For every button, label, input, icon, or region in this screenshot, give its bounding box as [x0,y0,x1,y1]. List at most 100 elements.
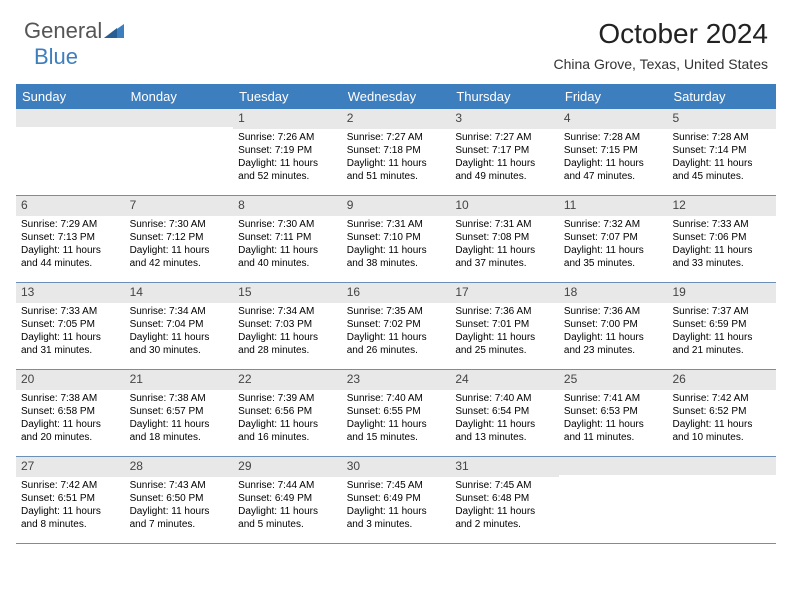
weekday-header-cell: Tuesday [233,84,342,109]
logo: General [24,18,124,44]
day-content: Sunrise: 7:37 AMSunset: 6:59 PMDaylight:… [667,303,776,361]
day-cell: 25Sunrise: 7:41 AMSunset: 6:53 PMDayligh… [559,370,668,456]
day-content: Sunrise: 7:42 AMSunset: 6:52 PMDaylight:… [667,390,776,448]
day-content: Sunrise: 7:30 AMSunset: 7:11 PMDaylight:… [233,216,342,274]
day-cell: 27Sunrise: 7:42 AMSunset: 6:51 PMDayligh… [16,457,125,543]
day-number: 5 [667,109,776,129]
day-number: 4 [559,109,668,129]
day-cell: 13Sunrise: 7:33 AMSunset: 7:05 PMDayligh… [16,283,125,369]
day-content: Sunrise: 7:45 AMSunset: 6:49 PMDaylight:… [342,477,451,535]
title-block: October 2024 China Grove, Texas, United … [553,18,768,72]
day-content: Sunrise: 7:40 AMSunset: 6:54 PMDaylight:… [450,390,559,448]
week-row: 27Sunrise: 7:42 AMSunset: 6:51 PMDayligh… [16,457,776,544]
day-cell [16,109,125,195]
calendar-grid: SundayMondayTuesdayWednesdayThursdayFrid… [16,84,776,544]
weekday-header-cell: Wednesday [342,84,451,109]
day-cell: 15Sunrise: 7:34 AMSunset: 7:03 PMDayligh… [233,283,342,369]
day-cell: 17Sunrise: 7:36 AMSunset: 7:01 PMDayligh… [450,283,559,369]
day-content: Sunrise: 7:39 AMSunset: 6:56 PMDaylight:… [233,390,342,448]
weekday-header-cell: Saturday [667,84,776,109]
day-content: Sunrise: 7:27 AMSunset: 7:17 PMDaylight:… [450,129,559,187]
day-cell: 6Sunrise: 7:29 AMSunset: 7:13 PMDaylight… [16,196,125,282]
day-cell: 14Sunrise: 7:34 AMSunset: 7:04 PMDayligh… [125,283,234,369]
header: General October 2024 China Grove, Texas,… [0,0,792,76]
day-cell: 20Sunrise: 7:38 AMSunset: 6:58 PMDayligh… [16,370,125,456]
day-number: 31 [450,457,559,477]
day-cell: 18Sunrise: 7:36 AMSunset: 7:00 PMDayligh… [559,283,668,369]
day-number: 17 [450,283,559,303]
day-number: 23 [342,370,451,390]
day-content: Sunrise: 7:41 AMSunset: 6:53 PMDaylight:… [559,390,668,448]
day-content: Sunrise: 7:38 AMSunset: 6:58 PMDaylight:… [16,390,125,448]
day-cell [125,109,234,195]
day-number: 6 [16,196,125,216]
day-number: 12 [667,196,776,216]
day-content [16,127,125,133]
day-cell: 21Sunrise: 7:38 AMSunset: 6:57 PMDayligh… [125,370,234,456]
logo-text-blue: Blue [34,44,78,70]
day-content [125,127,234,133]
day-cell: 8Sunrise: 7:30 AMSunset: 7:11 PMDaylight… [233,196,342,282]
day-content: Sunrise: 7:40 AMSunset: 6:55 PMDaylight:… [342,390,451,448]
day-number: 13 [16,283,125,303]
day-content: Sunrise: 7:38 AMSunset: 6:57 PMDaylight:… [125,390,234,448]
day-number: 22 [233,370,342,390]
day-number: 20 [16,370,125,390]
day-number: 14 [125,283,234,303]
day-number: 27 [16,457,125,477]
day-cell: 29Sunrise: 7:44 AMSunset: 6:49 PMDayligh… [233,457,342,543]
day-content [559,475,668,481]
day-content: Sunrise: 7:26 AMSunset: 7:19 PMDaylight:… [233,129,342,187]
day-number [667,457,776,475]
logo-triangle-icon [104,18,124,44]
day-cell: 23Sunrise: 7:40 AMSunset: 6:55 PMDayligh… [342,370,451,456]
day-content: Sunrise: 7:33 AMSunset: 7:05 PMDaylight:… [16,303,125,361]
day-content: Sunrise: 7:31 AMSunset: 7:10 PMDaylight:… [342,216,451,274]
day-cell: 5Sunrise: 7:28 AMSunset: 7:14 PMDaylight… [667,109,776,195]
day-number: 28 [125,457,234,477]
day-content: Sunrise: 7:35 AMSunset: 7:02 PMDaylight:… [342,303,451,361]
day-cell: 28Sunrise: 7:43 AMSunset: 6:50 PMDayligh… [125,457,234,543]
day-cell: 16Sunrise: 7:35 AMSunset: 7:02 PMDayligh… [342,283,451,369]
day-number: 29 [233,457,342,477]
day-number [125,109,234,127]
day-number: 2 [342,109,451,129]
day-cell: 4Sunrise: 7:28 AMSunset: 7:15 PMDaylight… [559,109,668,195]
day-content: Sunrise: 7:43 AMSunset: 6:50 PMDaylight:… [125,477,234,535]
day-cell: 7Sunrise: 7:30 AMSunset: 7:12 PMDaylight… [125,196,234,282]
day-cell: 22Sunrise: 7:39 AMSunset: 6:56 PMDayligh… [233,370,342,456]
day-number: 16 [342,283,451,303]
day-content: Sunrise: 7:45 AMSunset: 6:48 PMDaylight:… [450,477,559,535]
day-number: 8 [233,196,342,216]
weekday-header-cell: Friday [559,84,668,109]
day-content: Sunrise: 7:28 AMSunset: 7:15 PMDaylight:… [559,129,668,187]
day-cell: 30Sunrise: 7:45 AMSunset: 6:49 PMDayligh… [342,457,451,543]
week-row: 6Sunrise: 7:29 AMSunset: 7:13 PMDaylight… [16,196,776,283]
day-content: Sunrise: 7:34 AMSunset: 7:04 PMDaylight:… [125,303,234,361]
day-number: 21 [125,370,234,390]
day-number: 7 [125,196,234,216]
day-content: Sunrise: 7:28 AMSunset: 7:14 PMDaylight:… [667,129,776,187]
weekday-header-cell: Thursday [450,84,559,109]
day-number: 9 [342,196,451,216]
weekday-header-cell: Monday [125,84,234,109]
day-cell [667,457,776,543]
weekday-header-row: SundayMondayTuesdayWednesdayThursdayFrid… [16,84,776,109]
location-text: China Grove, Texas, United States [553,56,768,72]
day-content: Sunrise: 7:33 AMSunset: 7:06 PMDaylight:… [667,216,776,274]
week-row: 13Sunrise: 7:33 AMSunset: 7:05 PMDayligh… [16,283,776,370]
logo-text-general: General [24,18,102,44]
day-number: 10 [450,196,559,216]
day-number: 11 [559,196,668,216]
day-cell: 11Sunrise: 7:32 AMSunset: 7:07 PMDayligh… [559,196,668,282]
day-cell: 10Sunrise: 7:31 AMSunset: 7:08 PMDayligh… [450,196,559,282]
day-content: Sunrise: 7:44 AMSunset: 6:49 PMDaylight:… [233,477,342,535]
day-cell: 9Sunrise: 7:31 AMSunset: 7:10 PMDaylight… [342,196,451,282]
week-row: 20Sunrise: 7:38 AMSunset: 6:58 PMDayligh… [16,370,776,457]
day-cell: 26Sunrise: 7:42 AMSunset: 6:52 PMDayligh… [667,370,776,456]
day-content: Sunrise: 7:36 AMSunset: 7:01 PMDaylight:… [450,303,559,361]
day-number: 18 [559,283,668,303]
day-cell: 2Sunrise: 7:27 AMSunset: 7:18 PMDaylight… [342,109,451,195]
weeks-container: 1Sunrise: 7:26 AMSunset: 7:19 PMDaylight… [16,109,776,544]
day-cell: 19Sunrise: 7:37 AMSunset: 6:59 PMDayligh… [667,283,776,369]
